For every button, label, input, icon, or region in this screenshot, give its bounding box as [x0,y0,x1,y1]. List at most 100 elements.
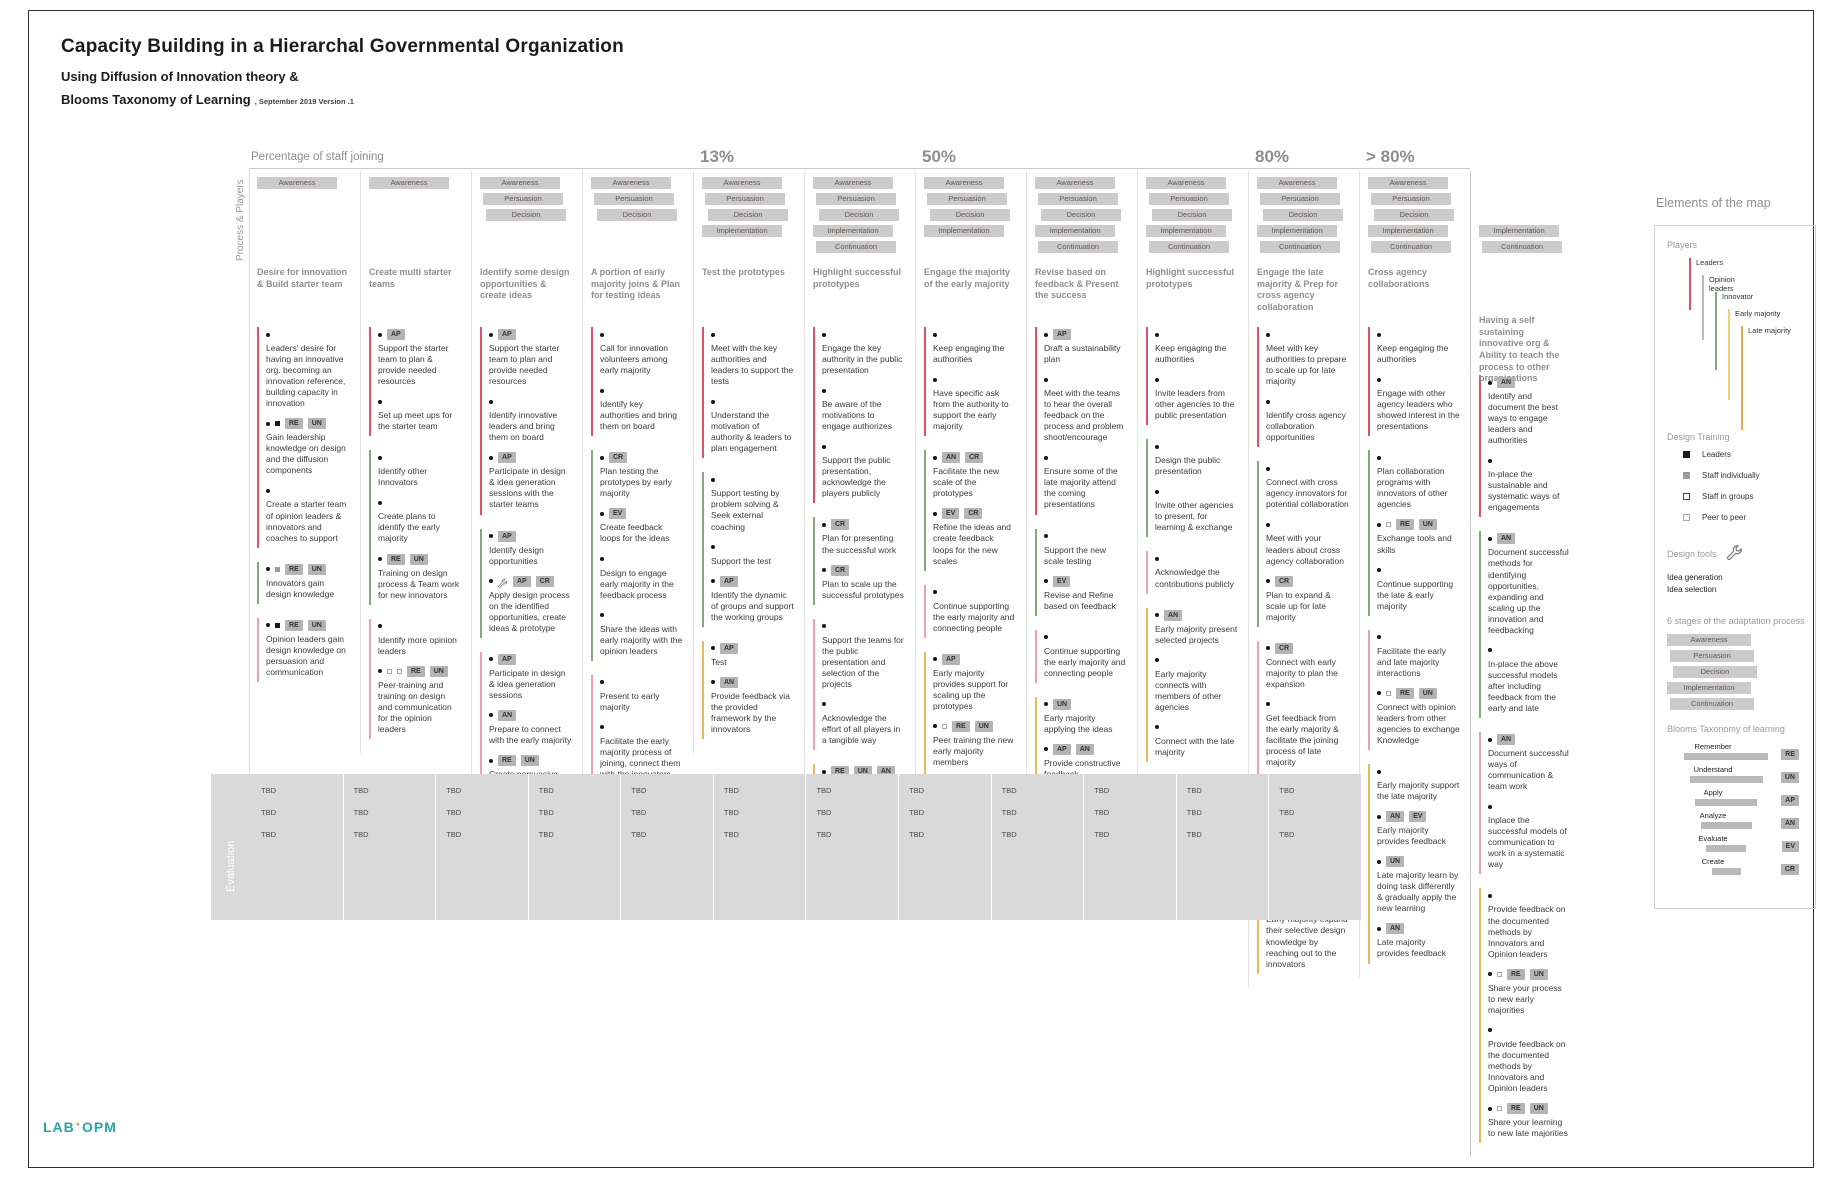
item-marker-row: AN [1377,923,1460,935]
item-marker-row: AN EV [1377,811,1460,823]
item-group-pink: Support the teams for the public present… [813,618,905,751]
item-marker-row [266,485,350,496]
bullet-dot-icon [1044,534,1048,539]
evaluation-cell-text: TBD [538,830,554,839]
map-item: Ensure some of the late majority attend … [1044,452,1127,510]
map-item: Connect with the late majority [1155,722,1238,758]
bullet-dot-icon [600,511,604,516]
bloom-chip-CR: CR [609,452,628,464]
bloom-chip-AN: AN [942,452,961,464]
map-item: AP Participate in design & idea generatio… [489,452,572,510]
bullet-dot-icon [489,758,493,763]
map-item: AP Early majority provides support for sc… [933,653,1016,712]
item-text: Early majority connects with members of … [1155,668,1222,712]
item-marker-row [1488,801,1571,812]
bloom-chip-RE: RE [285,418,303,430]
bullet-dot-icon [266,567,270,572]
bloom-level-AN: Analyze AN [1667,811,1799,829]
item-marker-row: AP [1044,329,1127,340]
evaluation-cell: TBD [631,808,707,817]
map-item: Provide feedback on the documented metho… [1488,890,1571,959]
map-item: RE UN Gain leadership knowledge on design … [266,418,350,476]
item-text: In-place the sustainable and systematic … [1488,469,1560,513]
bloom-chip-CR: CR [1275,575,1294,587]
bullet-dot-icon [1044,332,1048,337]
evaluation-cell-text: TBD [631,830,647,839]
item-text: Connect with opinion leaders from other … [1377,701,1460,745]
item-text: Training on design process & Team work f… [378,567,460,600]
legend-adaptation-badges: Awareness Persuasion Decision Implementatio… [1667,634,1805,710]
evaluation-cell: TBD [1279,786,1355,795]
bullet-dot-icon [711,646,715,651]
item-marker-row [1377,329,1460,340]
item-text: Provide feedback on the documented metho… [1488,904,1566,959]
bloom-level-bar [1706,845,1746,852]
evaluation-cell: TBD [724,808,800,817]
stage-badges: Awareness Persuasion Decision Implementatio… [924,177,1016,261]
item-marker-row: RE UN [378,553,461,565]
bloom-chip-AN: AN [1497,533,1516,545]
item-text: Create plans to identify the early major… [378,511,440,544]
bullet-dot-icon [1488,1106,1492,1111]
item-marker-row: AN CR [933,452,1016,464]
training-marker-outline-icon [1683,493,1690,500]
bloom-chip-RE: RE [952,720,970,732]
item-text: Late majority provides feedback [1377,937,1446,959]
bullet-dot-icon [378,332,382,337]
map-item: Invite leaders from other agencies to th… [1155,374,1238,421]
evaluation-cell-text: TBD [353,808,369,817]
map-item: AP Support the starter team to plan & pro… [378,329,461,387]
item-text: Support the new scale testing [1044,544,1106,566]
item-text: Plan for presenting the successful work [822,533,897,555]
map-column-12: Implementation Continuation Having a self … [1470,171,1581,1158]
evaluation-cell-text: TBD [261,786,276,795]
bloom-level-bar [1689,776,1763,783]
bloom-chip-AN: AN [1497,734,1516,746]
item-marker-row [1044,531,1127,542]
bloom-level-label: Understand [1693,765,1733,774]
item-text: Support the starter team to plan and pro… [489,343,560,387]
stage-badge-decision: Decision [708,209,788,221]
item-text: Early majority provides feedback [1377,825,1446,847]
item-group-orange: AN Early majority present selected projec… [1146,607,1238,762]
stage-badge-implementation: Implementation [1479,225,1559,237]
item-marker-row: RE UN [266,563,350,575]
evaluation-cell-text: TBD [723,786,739,795]
item-group-green: AP Identify design opportunities AP CR Apply… [480,528,572,638]
bloom-level-bar [1700,822,1752,829]
item-marker-row: AP [933,653,1016,665]
item-marker-row [600,722,683,733]
stage-badge-persuasion: Persuasion [927,193,1007,205]
item-text: Apply design process on the identified o… [489,589,570,633]
bloom-level-AP: Apply AP [1667,788,1799,806]
bullet-dot-icon [378,669,382,674]
percent-marker: 50% [922,147,957,166]
bullet-dot-icon [489,399,493,404]
item-group-red: Engage the key authority in the public p… [813,327,905,504]
legend-player-early-majority: Early majority [1728,309,1780,400]
bullet-dot-icon [489,579,493,584]
stage-badge-persuasion: Persuasion [594,193,674,205]
item-marker-row: RE UN [266,619,350,631]
percent-marker: 80% [1255,147,1290,166]
evaluation-cell: TBD [1094,808,1170,817]
legend-adaptation-header: 6 stages of the adaptation process [1667,616,1805,626]
item-text: Support testing by problem solving & See… [711,488,780,532]
page-title: Capacity Building in a Hierarchal Govern… [61,35,624,57]
training-marker-outline-light-icon [1497,1106,1502,1112]
evaluation-cell-text: TBD [1186,786,1202,795]
stage-badges: Awareness Persuasion Decision Implementatio… [1146,177,1238,261]
bullet-dot-icon [600,557,604,562]
training-marker-outline-light-icon [397,668,402,674]
item-group-green: Plan collaboration programs with innovat… [1368,450,1460,616]
map-item: RE UN Opinion leaders gain design knowledg… [266,619,350,678]
bloom-chip-UN: UN [409,553,428,565]
map-columns: Awareness Desire for innovation & Build s… [249,147,1581,1158]
evaluation-cell-text: TBD [723,808,739,817]
item-group-orange: UN Early majority applying the ideas AP AN P… [1035,696,1127,785]
bloom-chip-AP: AP [942,653,960,665]
evaluation-cell-text: TBD [353,830,369,839]
map-item: Engage the key authority in the public p… [822,329,905,376]
item-marker-row: EV [600,508,683,520]
map-item: CR Plan testing the prototypes by early m… [600,452,683,499]
